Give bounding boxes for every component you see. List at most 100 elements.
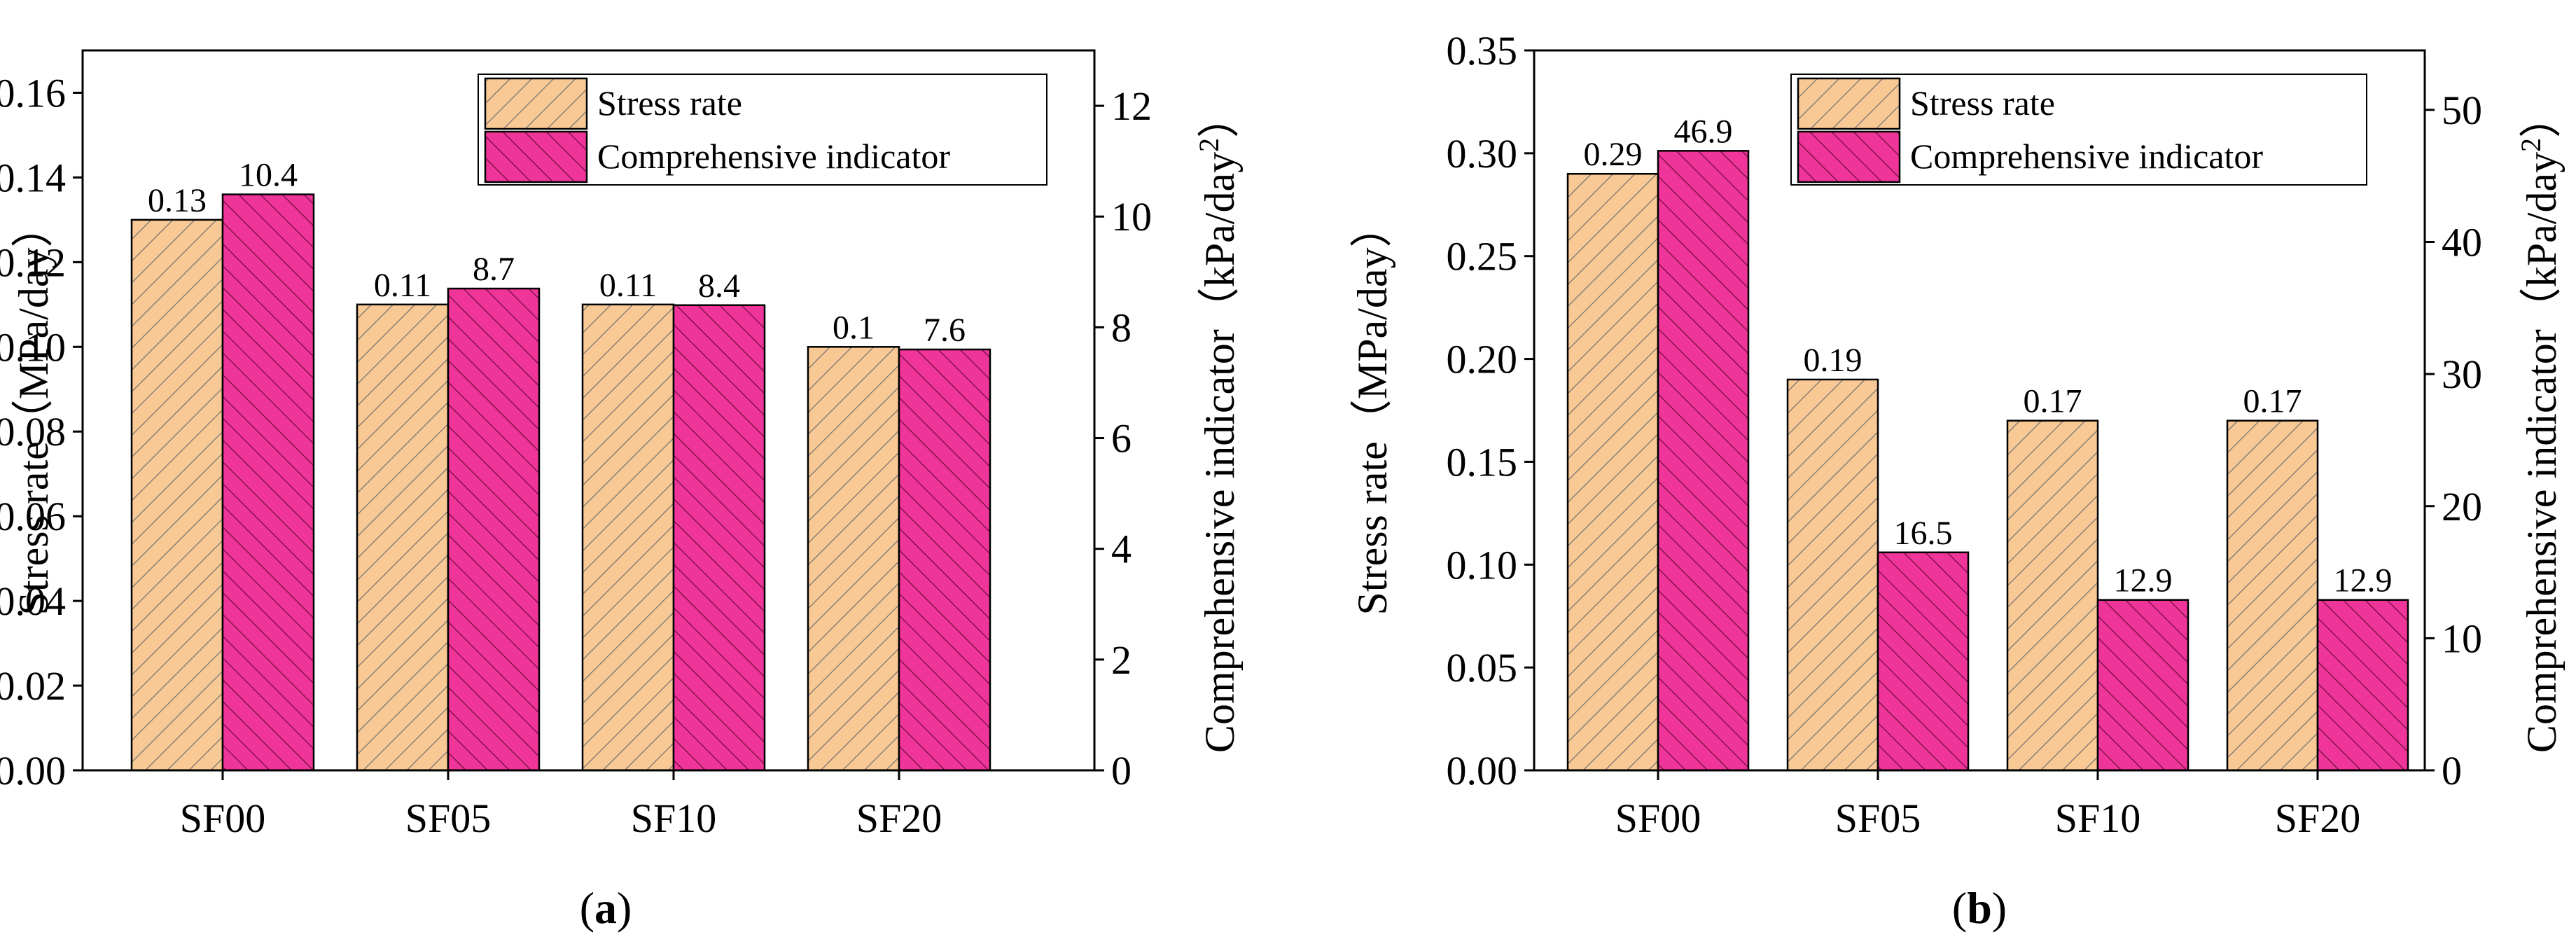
y2-axis-title-superscript: 2: [1193, 138, 1225, 152]
bar-comprehensive-indicator-sf00: [221, 193, 315, 772]
legend-label-stress-rate: Stress rate: [1910, 83, 2055, 123]
bar-stress-rate-sf10: [581, 303, 675, 772]
panel-caption: (a): [580, 883, 632, 933]
y2-tick-label: 10: [2442, 616, 2482, 661]
data-label: 12.9: [2334, 562, 2393, 599]
y2-axis-title: Comprehensive indicator（kPa/day2）: [1193, 96, 1243, 753]
y-tick-label: 0.00: [1447, 748, 1518, 793]
y2-tick-label: 20: [2442, 484, 2482, 529]
bar-comprehensive-indicator-sf05: [447, 287, 541, 772]
data-label: 16.5: [1894, 515, 1953, 552]
bar-stress-rate-sf20: [807, 346, 900, 772]
plot-frame: [1533, 49, 2426, 772]
chart-panel-a: 0.13 10.4 SF00 0.11 8.7 SF05 0.11 8.4 SF10 0.1 7.6…: [0, 49, 1243, 933]
x-tick-label: SF05: [405, 796, 492, 841]
x-tick-label: SF00: [180, 796, 266, 841]
y-tick-label: 0.06: [0, 494, 66, 539]
bar-comprehensive-indicator-sf00: [1657, 150, 1750, 772]
bar-stress-rate-sf05: [356, 303, 450, 772]
y-tick-label: 0.05: [1447, 645, 1518, 690]
y-axis-title: Stress rate（MPa/day）: [11, 206, 57, 616]
bar-stress-rate-sf00: [1566, 172, 1659, 772]
y2-axis-title-main: Comprehensive indicator（kPa/day: [2519, 152, 2565, 753]
y-tick-label: 0.14: [0, 155, 66, 200]
data-label: 0.11: [599, 267, 657, 304]
y2-tick-label: 0: [2442, 748, 2462, 793]
y2-tick-label: 6: [1111, 416, 1132, 461]
data-label: 0.1: [833, 309, 875, 346]
data-label: 10.4: [239, 157, 298, 194]
y-tick-label: 0.35: [1447, 28, 1518, 74]
y2-tick-label: 30: [2442, 352, 2482, 397]
y2-axis-title-end: ）: [2519, 96, 2565, 138]
y2-tick-label: 10: [1111, 194, 1152, 240]
bar-stress-rate-sf10: [2006, 419, 2099, 772]
bar-stress-rate-sf00: [130, 218, 224, 772]
caption-close-paren: ): [617, 883, 632, 933]
y-tick-label: 0.30: [1447, 131, 1518, 176]
data-label: 0.17: [2024, 383, 2082, 420]
y2-tick-label: 0: [1111, 748, 1132, 793]
plot-frame: [81, 49, 1096, 772]
y-tick-label: 0.20: [1447, 337, 1518, 382]
y-tick-label: 0.00: [0, 748, 66, 793]
panel-caption: (b): [1952, 883, 2007, 933]
y-tick-label: 0.04: [0, 578, 66, 624]
data-label: 46.9: [1674, 113, 1733, 150]
y-tick-label: 0.12: [0, 240, 66, 285]
x-tick-label: SF10: [2055, 796, 2141, 841]
data-label: 0.19: [1804, 342, 1863, 379]
bar-comprehensive-indicator-sf10: [672, 304, 766, 772]
y-tick-label: 0.08: [0, 409, 66, 454]
legend-swatch-comprehensive-indicator: [1797, 130, 1901, 183]
data-label: 8.7: [473, 251, 515, 288]
bar-stress-rate-sf20: [2226, 419, 2319, 772]
data-label: 12.9: [2114, 562, 2173, 599]
data-label: 8.4: [698, 268, 740, 305]
x-tick-label: SF05: [1835, 796, 1921, 841]
y2-tick-label: 8: [1111, 305, 1132, 350]
data-label: 0.13: [148, 182, 207, 219]
y2-tick-label: 2: [1111, 637, 1132, 683]
y2-tick-label: 40: [2442, 220, 2482, 265]
y2-axis-title-end: ）: [1197, 96, 1243, 138]
caption-open-paren: (: [580, 883, 594, 933]
caption-close-paren: ): [1992, 883, 2007, 933]
data-label: 0.11: [374, 267, 431, 304]
x-tick-label: SF10: [631, 796, 717, 841]
legend: Stress rate Comprehensive indicator: [478, 74, 1047, 186]
y-tick-label: 0.10: [0, 324, 66, 370]
data-label: 0.17: [2243, 383, 2302, 420]
y-tick-label: 0.02: [0, 663, 66, 709]
x-tick-label: SF20: [2275, 796, 2361, 841]
chart-panel-b: 0.29 46.9 SF00 0.19 16.5 SF05 0.17 12.9 SF10 0.17…: [1349, 28, 2565, 933]
y2-tick-label: 4: [1111, 527, 1132, 572]
legend-swatch-stress-rate: [1797, 77, 1901, 130]
legend-swatch-stress-rate: [484, 77, 588, 130]
y-axis-title: Stress rate（MPa/day）: [1349, 206, 1395, 616]
legend-swatch-comprehensive-indicator: [484, 130, 588, 183]
y2-axis-title-main: Comprehensive indicator（kPa/day: [1197, 152, 1243, 753]
y-tick-label: 0.25: [1447, 234, 1518, 279]
bar-comprehensive-indicator-sf20: [898, 348, 991, 772]
y-tick-label: 0.10: [1447, 542, 1518, 588]
data-label: 0.29: [1584, 136, 1643, 173]
bar-comprehensive-indicator-sf10: [2096, 599, 2189, 772]
caption-open-paren: (: [1952, 883, 1967, 933]
caption-letter: a: [594, 883, 617, 933]
legend-label-stress-rate: Stress rate: [597, 83, 742, 123]
data-label: 7.6: [924, 312, 966, 349]
x-tick-label: SF20: [856, 796, 942, 841]
bar-stress-rate-sf05: [1786, 378, 1879, 772]
legend-label-comprehensive-indicator: Comprehensive indicator: [597, 137, 950, 176]
bar-comprehensive-indicator-sf20: [2316, 599, 2409, 772]
bar-comprehensive-indicator-sf05: [1877, 551, 1970, 772]
y2-tick-label: 50: [2442, 88, 2482, 133]
legend-label-comprehensive-indicator: Comprehensive indicator: [1910, 137, 2263, 176]
y2-axis-title-superscript: 2: [2515, 138, 2547, 152]
x-tick-label: SF00: [1615, 796, 1701, 841]
y2-axis-title: Comprehensive indicator（kPa/day2）: [2515, 96, 2565, 753]
legend: Stress rate Comprehensive indicator: [1790, 74, 2367, 186]
y-tick-label: 0.16: [0, 70, 66, 116]
